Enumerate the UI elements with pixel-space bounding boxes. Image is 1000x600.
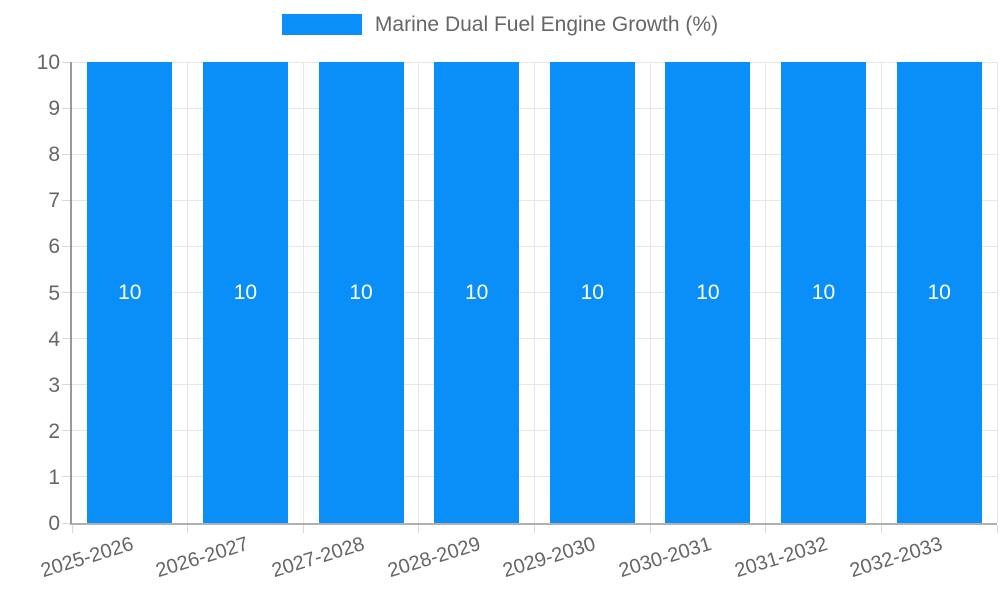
x-tick-mark <box>534 525 535 533</box>
bar-value-label: 10 <box>233 280 258 304</box>
bar-value-label: 10 <box>696 280 720 304</box>
y-tick-label: 1 <box>48 465 60 489</box>
bar-2030-2031[interactable]: 10 <box>665 62 751 523</box>
bar-2027-2028[interactable]: 10 <box>318 62 404 523</box>
y-tick-mark <box>62 199 70 201</box>
y-tick-label: 8 <box>48 143 60 167</box>
x-tick-mark <box>765 525 767 533</box>
v-gridline <box>187 62 189 523</box>
x-tick-mark <box>649 525 651 533</box>
y-tick-label: 9 <box>48 97 60 121</box>
v-gridline <box>302 62 304 523</box>
y-tick-mark <box>62 61 70 63</box>
legend[interactable]: Marine Dual Fuel Engine Growth (%) <box>0 14 1000 35</box>
y-tick-mark <box>62 107 70 109</box>
bar-2025-2026[interactable]: 10 <box>87 62 173 523</box>
x-tick-mark <box>187 525 189 533</box>
x-tick-label: 2027-2028 <box>269 533 368 583</box>
y-tick-mark <box>62 476 70 478</box>
y-tick-mark <box>62 430 70 432</box>
bar-value-label: 10 <box>580 280 604 304</box>
bar-2031-2032[interactable]: 10 <box>781 62 867 523</box>
x-tick-label: 2025-2026 <box>38 533 136 583</box>
x-tick-label: 2030-2031 <box>616 533 715 583</box>
y-tick-label: 10 <box>36 51 60 74</box>
v-gridline <box>880 62 882 523</box>
v-gridline <box>534 62 535 523</box>
y-tick-label: 4 <box>48 327 60 351</box>
y-tick-mark <box>62 384 70 386</box>
v-gridline <box>418 62 420 523</box>
x-tick-label: 2032-2033 <box>847 533 946 583</box>
y-tick-label: 3 <box>48 373 60 397</box>
y-tick-mark <box>62 245 70 247</box>
y-tick-mark <box>62 338 70 340</box>
legend-swatch <box>281 14 362 35</box>
bar-2028-2029[interactable]: 10 <box>434 62 520 523</box>
x-tick-mark <box>71 525 73 533</box>
y-tick-label: 2 <box>48 419 60 443</box>
y-tick-mark <box>62 292 70 293</box>
x-tick-label: 2026-2027 <box>153 533 252 583</box>
x-tick-mark <box>418 525 420 533</box>
x-tick-mark <box>996 525 998 533</box>
bar-2029-2030[interactable]: 10 <box>549 62 635 523</box>
bar-value-label: 10 <box>349 280 373 304</box>
y-tick-label: 0 <box>48 512 60 535</box>
v-gridline <box>765 62 767 523</box>
v-gridline <box>996 62 998 523</box>
x-tick-label: 2028-2029 <box>384 533 483 583</box>
bar-value-label: 10 <box>465 280 489 304</box>
bar-2032-2033[interactable]: 10 <box>896 62 982 523</box>
y-tick-label: 7 <box>48 189 60 213</box>
y-tick-mark <box>62 522 70 524</box>
x-tick-label: 2031-2032 <box>731 533 830 583</box>
bar-2026-2027[interactable]: 10 <box>202 62 288 523</box>
y-tick-label: 5 <box>48 281 60 305</box>
x-tick-mark <box>880 525 882 533</box>
bar-value-label: 10 <box>118 280 142 304</box>
x-tick-mark <box>302 525 304 533</box>
x-tick-label: 2029-2030 <box>500 533 599 583</box>
y-tick-mark <box>62 153 70 155</box>
plot-area: 10 10 10 10 10 10 10 10 <box>62 61 998 533</box>
bar-value-label: 10 <box>927 280 951 304</box>
v-gridline <box>649 62 651 523</box>
y-tick-label: 6 <box>48 235 60 259</box>
legend-label: Marine Dual Fuel Engine Growth (%) <box>374 13 719 36</box>
bar-value-label: 10 <box>811 280 836 304</box>
